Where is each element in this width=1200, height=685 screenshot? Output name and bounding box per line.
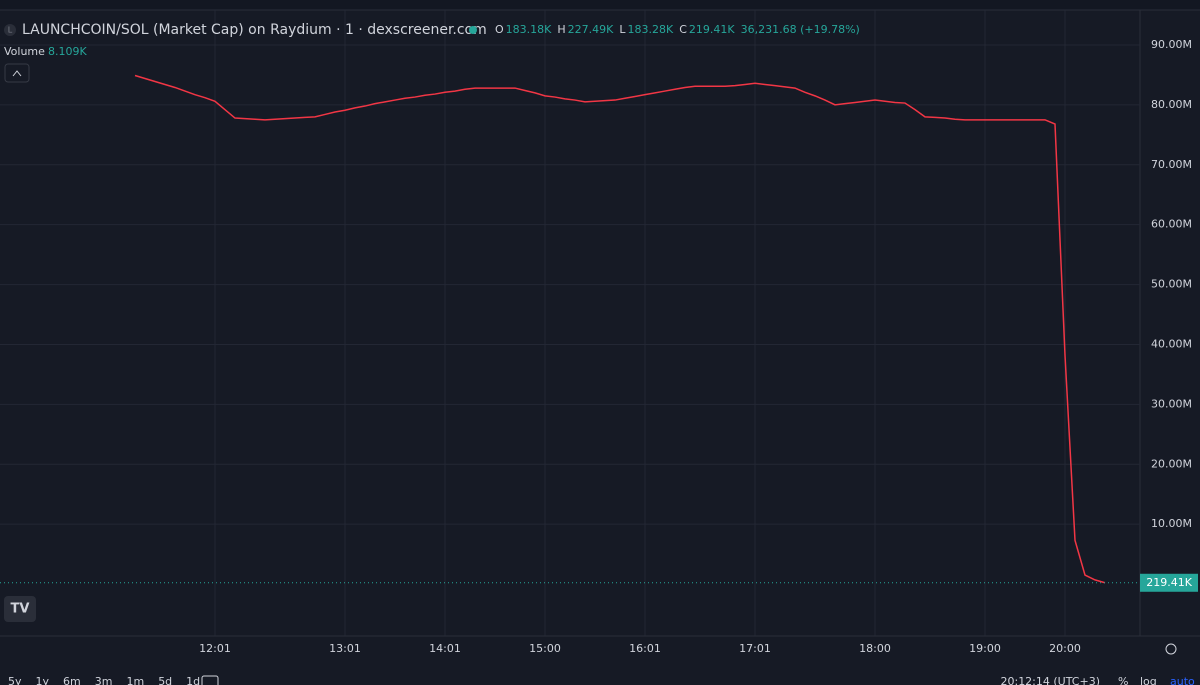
last-price-box [1140,573,1198,592]
calendar-icon[interactable] [201,675,219,685]
clock: 20:12:14 (UTC+3) [1000,675,1100,685]
ohlc-value: 227.49K [568,23,614,36]
footer: 5y 1y 6m 3m 1m 5d 1d 20:12:14 (UTC+3)% log auto [8,675,1195,685]
x-tick-label: 12:01 [199,642,231,655]
symbol-icon-letter: L [8,26,13,35]
last-price-label: 219.41K [1146,576,1192,589]
range-button[interactable]: 3m [95,675,113,685]
settings-icon[interactable] [1165,643,1177,655]
y-tick-label: 40.00M [1151,337,1192,350]
collapse-button[interactable] [4,63,30,83]
x-tick-label: 19:00 [969,642,1001,655]
range-button[interactable]: 1y [36,675,50,685]
range-button[interactable]: 5d [158,675,172,685]
y-tick-label: 60.00M [1151,218,1192,231]
ohlc-value: 183.28K [628,23,674,36]
scale-option[interactable]: % [1118,675,1128,685]
ohlc: O 183.18K H 227.49K L 183.28K C 219.41K 36,231.6… [495,23,860,36]
range-button[interactable]: 1d [186,675,200,685]
x-tick-label: 16:01 [629,642,661,655]
x-tick-label: 17:01 [739,642,771,655]
market-cap-line [134,74,1106,584]
y-tick-label: 90.00M [1151,38,1192,51]
y-tick-label: 70.00M [1151,158,1192,171]
x-tick-label: 20:00 [1049,642,1081,655]
status-dot [469,26,477,34]
collapse-icon [12,70,22,77]
scale-option[interactable]: log [1140,675,1157,685]
plot: 10.00M 20.00M 30.00M 40.00M 50.00M 60.00M 70.0… [0,10,1198,655]
symbol-title: LAUNCHCOIN/SOL (Market Cap) on Raydium ·… [22,22,487,38]
range-button[interactable]: 5y [8,675,22,685]
y-tick-label: 10.00M [1151,517,1192,530]
x-tick-label: 13:01 [329,642,361,655]
x-tick-label: 18:00 [859,642,891,655]
y-tick-label: 50.00M [1151,278,1192,291]
y-tick-label: 80.00M [1151,98,1192,111]
ohlc-value: 219.41K [689,23,735,36]
ohlc-key: C [679,23,687,36]
ohlc-change: 36,231.68 (+19.78%) [741,23,860,36]
y-tick-label: 20.00M [1151,457,1192,470]
x-tick-label: 15:00 [529,642,561,655]
symbol-icon [4,24,16,36]
x-tick-label: 14:01 [429,642,461,655]
volume-label: Volume [4,45,45,58]
ohlc-key: H [557,23,565,36]
y-tick-label: 30.00M [1151,397,1192,410]
ohlc-key: L [619,23,626,36]
range-button[interactable]: 1m [126,675,144,685]
scale-option[interactable]: auto [1170,675,1195,685]
ohlc-key: O [495,23,504,36]
ohlc-value: 183.18K [506,23,552,36]
volume-value: 8.109K [48,45,87,58]
range-button[interactable]: 6m [63,675,81,685]
tv-logo-text: TV [11,602,30,617]
top-toolbar [0,0,1200,10]
tv-logo[interactable] [4,596,36,622]
